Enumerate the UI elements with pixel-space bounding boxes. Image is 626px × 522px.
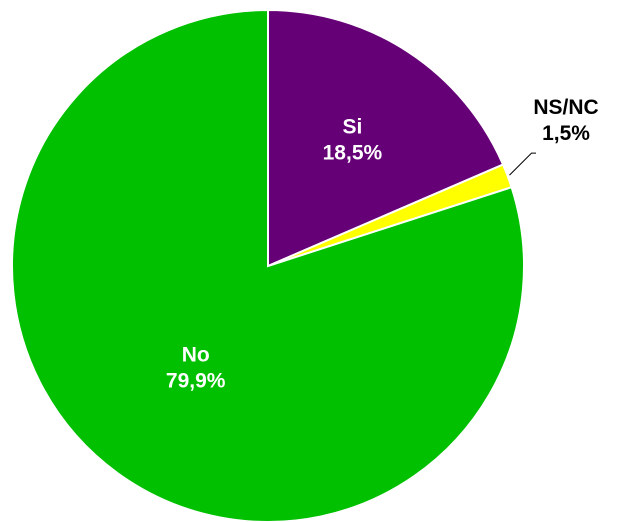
- leader-line-ns-nc: [509, 152, 536, 176]
- pie-slice-si: [267, 8, 505, 268]
- pie-labels: Si 18,5% NS/NC 1,5% No 79,9%: [166, 96, 599, 392]
- pie-slice-no: [11, 8, 525, 522]
- slice-value-si: 18,5%: [323, 142, 383, 165]
- slice-label-no: No: [182, 343, 210, 366]
- slice-value-ns-nc: 1,5%: [542, 122, 590, 145]
- pie-slices: [11, 8, 525, 522]
- slice-value-no: 79,9%: [166, 369, 226, 392]
- slice-label-si: Si: [342, 116, 362, 139]
- slice-label-ns-nc: NS/NC: [533, 96, 598, 119]
